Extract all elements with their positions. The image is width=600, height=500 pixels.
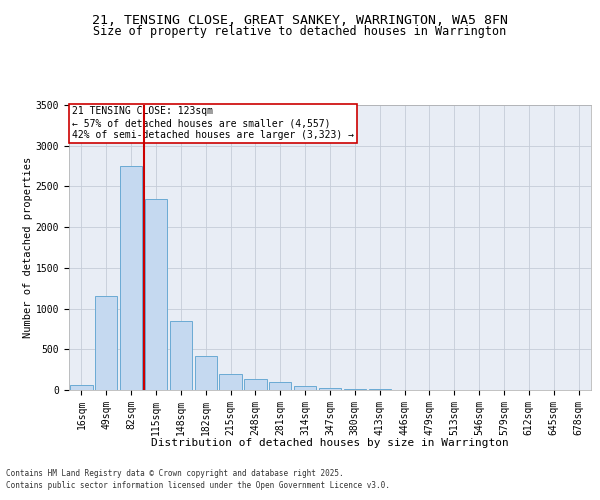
Text: 21 TENSING CLOSE: 123sqm
← 57% of detached houses are smaller (4,557)
42% of sem: 21 TENSING CLOSE: 123sqm ← 57% of detach… [71,106,353,140]
Text: Size of property relative to detached houses in Warrington: Size of property relative to detached ho… [94,24,506,38]
Bar [145,198,167,390]
Bar [170,321,192,390]
Text: 21, TENSING CLOSE, GREAT SANKEY, WARRINGTON, WA5 8FN: 21, TENSING CLOSE, GREAT SANKEY, WARRING… [92,14,508,26]
X-axis label: Distribution of detached houses by size in Warrington: Distribution of detached houses by size … [151,438,509,448]
Bar [344,389,366,390]
Bar [220,374,242,390]
Bar [319,388,341,390]
Bar [70,385,92,390]
Text: Contains HM Land Registry data © Crown copyright and database right 2025.: Contains HM Land Registry data © Crown c… [6,470,344,478]
Bar [244,380,266,390]
Y-axis label: Number of detached properties: Number of detached properties [23,157,33,338]
Bar [269,382,292,390]
Bar [95,296,118,390]
Text: Contains public sector information licensed under the Open Government Licence v3: Contains public sector information licen… [6,480,390,490]
Bar [194,356,217,390]
Bar [294,386,316,390]
Bar [120,166,142,390]
